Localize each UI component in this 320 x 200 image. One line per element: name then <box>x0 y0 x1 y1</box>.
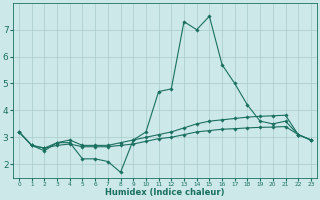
X-axis label: Humidex (Indice chaleur): Humidex (Indice chaleur) <box>105 188 225 197</box>
